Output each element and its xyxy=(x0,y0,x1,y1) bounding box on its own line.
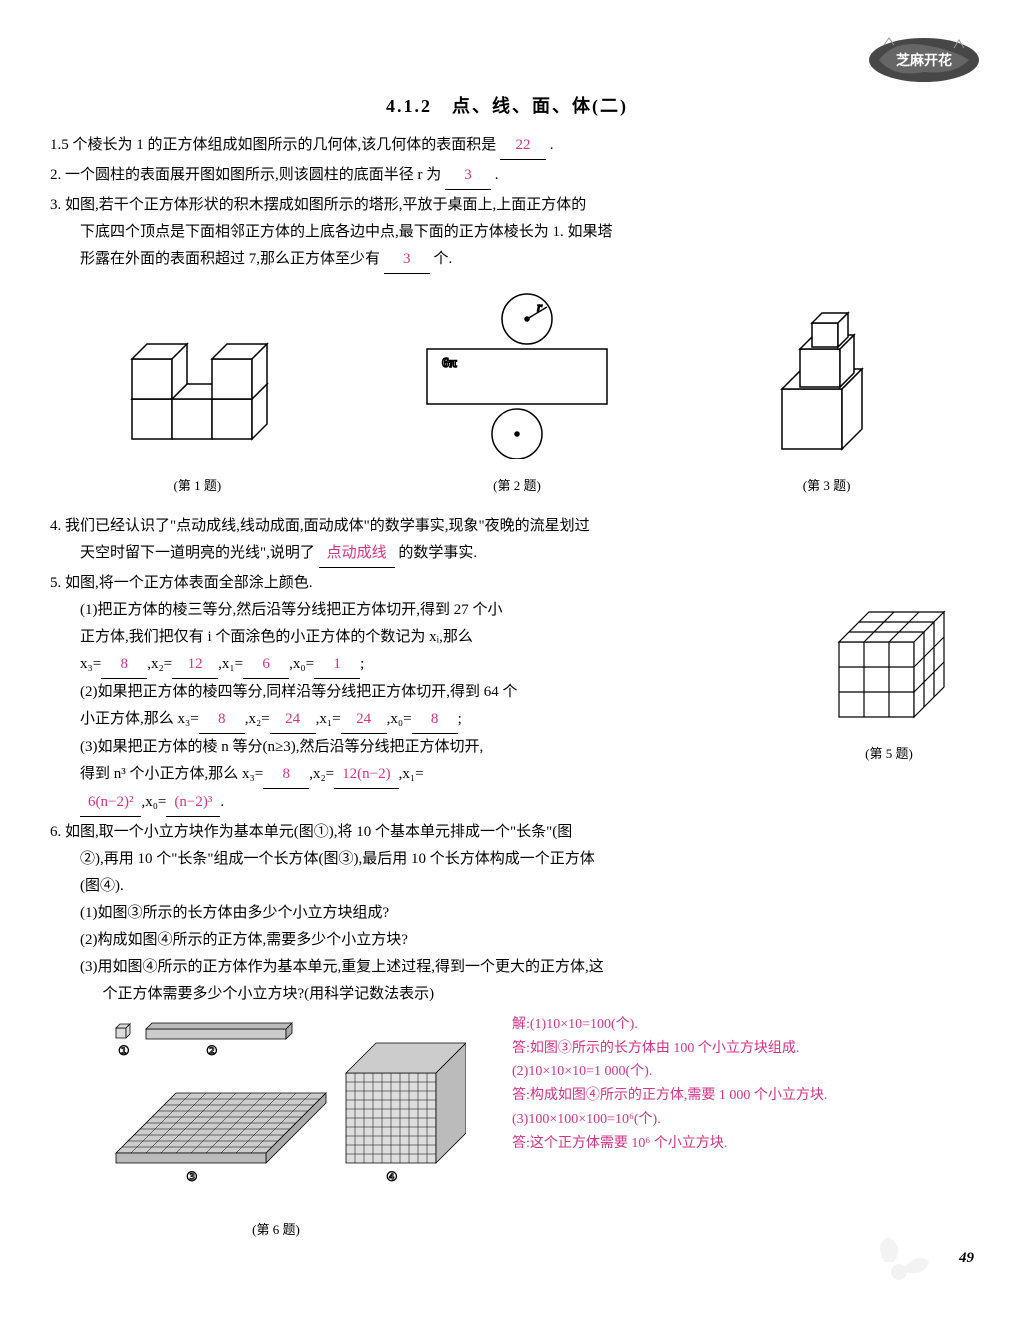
p5s2x3: 8 xyxy=(199,706,245,734)
svg-text:④: ④ xyxy=(386,1169,398,1184)
figure-5: (第 5 题) xyxy=(814,597,964,817)
figure-1: (第 1 题) xyxy=(112,329,282,497)
p5s2x0: 8 xyxy=(412,706,458,734)
p5s3l2: 得到 n³ 个小正方体,那么 x₃= xyxy=(80,766,263,782)
p6l3: (图④). xyxy=(50,878,124,894)
p5s1x3: 8 xyxy=(101,651,147,679)
sol1a: 解:(1)10×10=100(个). xyxy=(512,1013,964,1037)
brand-logo: 芝麻开花 xyxy=(864,30,984,90)
p5s3x2: 12(n−2) xyxy=(334,761,398,789)
p6q2: (2)构成如图④所示的正方体,需要多少个小立方块? xyxy=(50,932,408,948)
p5s1x0: 1 xyxy=(314,651,360,679)
problem-3: 3. 如图,若干个正方体形状的积木摆成如图所示的塔形,平放于桌面上,上面正方体的… xyxy=(50,192,964,274)
problem-1: 1.5 个棱长为 1 的正方体组成如图所示的几何体,该几何体的表面积是 22 . xyxy=(50,132,964,160)
p5-sub1: (1)把正方体的棱三等分,然后沿等分线把正方体切开,得到 27 个小 正方体,我… xyxy=(50,597,804,679)
p6-solution: 解:(1)10×10=100(个). 答:如图③所示的长方体由 100 个小立方… xyxy=(512,1013,964,1241)
p5s2l1: (2)如果把正方体的棱四等分,同样沿等分线把正方体切开,得到 64 个 xyxy=(80,684,518,700)
fig2-caption: (第 2 题) xyxy=(407,474,627,497)
p5-intro: 5. 如图,将一个正方体表面全部涂上颜色. xyxy=(50,575,313,591)
sol2b: 答:构成如图④所示的正方体,需要 1 000 个小立方块. xyxy=(512,1084,964,1108)
p5s3x1: 6(n−2)² xyxy=(80,789,141,817)
p5s2x1: 24 xyxy=(341,706,387,734)
p5s1x1: 6 xyxy=(243,651,289,679)
p2-text: 2. 一个圆柱的表面展开图如图所示,则该圆柱的底面半径 r 为 xyxy=(50,167,441,183)
svg-text:芝麻开花: 芝麻开花 xyxy=(896,52,952,69)
p5s2l2: 小正方体,那么 x₃= xyxy=(80,711,199,727)
page-decor-icon xyxy=(854,1222,944,1302)
p5s1x2: 12 xyxy=(172,651,218,679)
p6l1: 6. 如图,取一个小立方块作为基本单元(图①),将 10 个基本单元排成一个"长… xyxy=(50,824,572,840)
p4-l2a: 天空时留下一道明亮的光线",说明了 xyxy=(50,545,315,561)
figure-6: ① ② xyxy=(50,1013,502,1241)
p1-answer: 22 xyxy=(500,132,546,160)
svg-text:③: ③ xyxy=(186,1169,198,1184)
p2-answer: 3 xyxy=(445,162,491,190)
section-title: 4.1.2 点、线、面、体(二) xyxy=(50,90,964,122)
problem-6: 6. 如图,取一个小立方块作为基本单元(图①),将 10 个基本单元排成一个"长… xyxy=(50,819,964,1241)
problem-2: 2. 一个圆柱的表面展开图如图所示,则该圆柱的底面半径 r 为 3 . xyxy=(50,162,964,190)
figures-row-1: (第 1 题) r 6π (第 2 题) xyxy=(50,289,964,497)
sol2a: (2)10×10×10=1 000(个). xyxy=(512,1060,964,1084)
p3-l2: 下底四个顶点是下面相邻正方体的上底各边中点,最下面的正方体棱长为 1. 如果塔 xyxy=(50,224,613,240)
p3-l1: 3. 如图,若干个正方体形状的积木摆成如图所示的塔形,平放于桌面上,上面正方体的 xyxy=(50,197,586,213)
p4-l2b: 的数学事实. xyxy=(398,545,477,561)
p5s1l1: (1)把正方体的棱三等分,然后沿等分线把正方体切开,得到 27 个小 xyxy=(80,602,503,618)
p5s1l2: 正方体,我们把仅有 i 个面涂色的小正方体的个数记为 xᵢ,那么 xyxy=(80,629,473,645)
p3-l3b: 个. xyxy=(434,251,453,267)
p6q1: (1)如图③所示的长方体由多少个小立方块组成? xyxy=(50,905,389,921)
figure-3: (第 3 题) xyxy=(752,309,902,497)
problem-5: 5. 如图,将一个正方体表面全部涂上颜色. (1)把正方体的棱三等分,然后沿等分… xyxy=(50,570,964,817)
fig5-caption: (第 5 题) xyxy=(814,742,964,765)
page-number: 49 xyxy=(959,1245,974,1272)
fig1-caption: (第 1 题) xyxy=(112,474,282,497)
problem-4: 4. 我们已经认识了"点动成线,线动成面,面动成体"的数学事实,现象"夜晚的流星… xyxy=(50,513,964,568)
p3-l3a: 形露在外面的表面积超过 7,那么正方体至少有 xyxy=(50,251,380,267)
sol3a: (3)100×100×100=10⁶(个). xyxy=(512,1108,964,1132)
svg-text:②: ② xyxy=(206,1043,218,1058)
p6q3: (3)用如图④所示的正方体作为基本单元,重复上述过程,得到一个更大的正方体,这 xyxy=(50,959,604,975)
p5s3x0: (n−2)³ xyxy=(166,789,220,817)
p6q3b: 个正方体需要多少个小立方块?(用科学记数法表示) xyxy=(50,986,434,1002)
fig3-caption: (第 3 题) xyxy=(752,474,902,497)
p1-text: 1.5 个棱长为 1 的正方体组成如图所示的几何体,该几何体的表面积是 xyxy=(50,137,496,153)
svg-text:①: ① xyxy=(118,1043,130,1058)
p2-tail: . xyxy=(495,167,499,183)
p4-l1: 4. 我们已经认识了"点动成线,线动成面,面动成体"的数学事实,现象"夜晚的流星… xyxy=(50,518,590,534)
p6l2: ②),再用 10 个"长条"组成一个长方体(图③),最后用 10 个长方体构成一… xyxy=(50,851,595,867)
sol3b: 答:这个正方体需要 10⁶ 个小立方块. xyxy=(512,1132,964,1156)
p1-tail: . xyxy=(550,137,554,153)
p5s3l1: (3)如果把正方体的棱 n 等分(n≥3),然后沿等分线把正方体切开, xyxy=(80,739,483,755)
p5-sub2: (2)如果把正方体的棱四等分,同样沿等分线把正方体切开,得到 64 个 小正方体… xyxy=(50,679,804,734)
sol1b: 答:如图③所示的长方体由 100 个小立方块组成. xyxy=(512,1037,964,1061)
figure-2: r 6π (第 2 题) xyxy=(407,289,627,497)
six-pi-label: 6π xyxy=(442,356,457,371)
p5-sub3: (3)如果把正方体的棱 n 等分(n≥3),然后沿等分线把正方体切开, 得到 n… xyxy=(50,734,804,817)
p3-answer: 3 xyxy=(384,246,430,274)
p5s3x3: 8 xyxy=(263,761,309,789)
p4-answer: 点动成线 xyxy=(319,540,395,568)
fig6-caption: (第 6 题) xyxy=(50,1218,502,1241)
p5s2x2: 24 xyxy=(270,706,316,734)
